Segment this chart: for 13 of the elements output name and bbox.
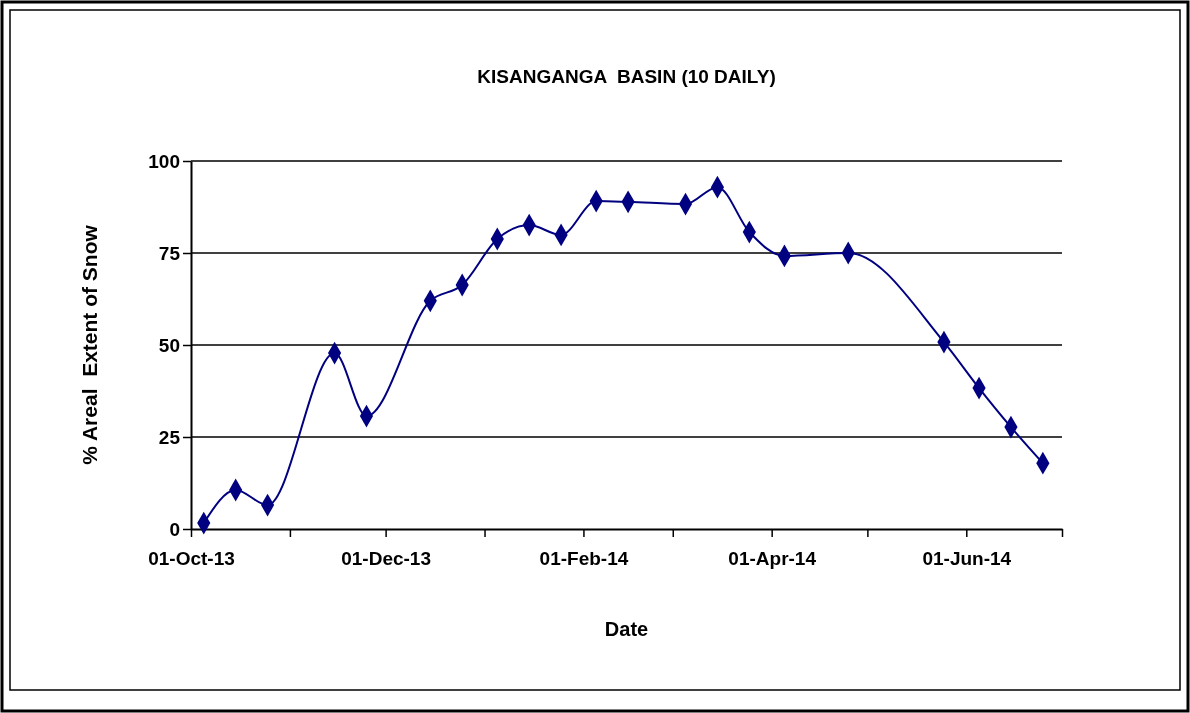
- x-tick-label: 01-Oct-13: [148, 547, 235, 569]
- y-tick-label: 50: [158, 334, 180, 356]
- x-tick-label: 01-Dec-13: [341, 547, 432, 569]
- y-tick-label: 0: [169, 518, 180, 540]
- x-tick-label: 01-Apr-14: [728, 547, 817, 569]
- x-tick-label: 01-Feb-14: [539, 547, 629, 569]
- y-tick-label: 25: [158, 426, 181, 448]
- y-tick-label: 100: [148, 150, 180, 172]
- y-tick-label: 75: [158, 242, 181, 264]
- y-axis-title: % Areal Extent of Snow: [78, 224, 101, 465]
- x-axis-title: Date: [604, 618, 649, 640]
- x-tick-label: 01-Jun-14: [922, 547, 1012, 569]
- chart-title: KISANGANGA BASIN (10 DAILY): [477, 66, 776, 87]
